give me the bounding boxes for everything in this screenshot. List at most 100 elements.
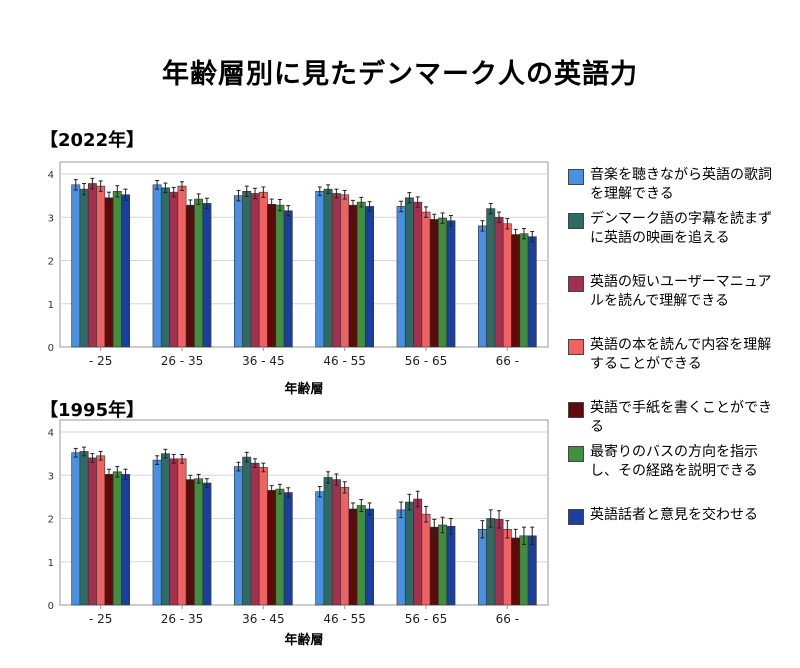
bar (527, 236, 537, 348)
bar (348, 508, 358, 606)
bar (486, 208, 496, 348)
legend-swatch (568, 169, 584, 185)
bar (258, 467, 268, 606)
plot-frame (59, 419, 549, 606)
bar (177, 458, 187, 606)
bar (527, 535, 537, 606)
bar (202, 203, 212, 348)
x-tick-label: 66 - (496, 354, 519, 368)
y-tick-label: 0 (48, 343, 54, 354)
bar (494, 519, 504, 606)
bar (152, 184, 162, 348)
bar (185, 479, 195, 606)
bar (486, 518, 496, 606)
x-tick-label: 56 - 65 (405, 612, 448, 626)
plot-frame (59, 161, 549, 348)
bar (185, 204, 195, 348)
x-tick-label: 26 - 35 (161, 612, 204, 626)
legend-item: 最寄りのバスの方向を指示し、その経路を説明できる (568, 443, 796, 481)
bar (511, 234, 521, 348)
bar (152, 459, 162, 606)
x-axis-label: 年齢層 (284, 632, 323, 648)
bar (404, 197, 414, 348)
bar (438, 217, 448, 348)
legend-swatch (568, 446, 584, 462)
bar (250, 193, 260, 348)
bar (160, 453, 170, 606)
x-tick-label: 36 - 45 (242, 612, 285, 626)
bar (413, 201, 423, 348)
bar (323, 188, 333, 348)
x-tick-label: 46 - 55 (323, 354, 366, 368)
bar (446, 525, 456, 606)
bar (104, 197, 114, 348)
bar (429, 526, 439, 606)
legend-label: 英語の本を読んで内容を理解することができる (590, 337, 772, 372)
bar (421, 513, 431, 606)
y-tick-label: 4 (48, 428, 54, 439)
bar (194, 198, 204, 348)
bar (71, 452, 81, 606)
bar (356, 505, 366, 606)
legend-item: 英語の本を読んで内容を理解することができる (568, 336, 796, 374)
y-tick-label: 4 (48, 170, 54, 181)
bar (242, 191, 252, 348)
bar (315, 191, 325, 348)
legend-item: デンマーク語の字幕を読まずに英語の映画を追える (568, 210, 796, 248)
bar (396, 206, 406, 348)
legend-swatch (568, 339, 584, 355)
bar (421, 211, 431, 348)
y-tick-label: 1 (48, 558, 54, 569)
panel-title-2022: 【2022年】 (40, 130, 145, 151)
bar (121, 194, 131, 348)
bar (233, 466, 243, 606)
chart-panel-1: 0 1 2 3 4 - 25 26 - 35 36 - 45 46 - 55 56 - 65 66 … (48, 419, 549, 648)
chart-panel-0: 0 1 2 3 4 - 25 26 - 35 36 - 45 46 - 55 56 - 65 66 … (48, 161, 549, 397)
bar (396, 509, 406, 606)
y-tick-label: 3 (48, 471, 54, 482)
legend-label: 英語話者と意見を交わせる (590, 507, 758, 523)
bar (242, 456, 252, 606)
bar (177, 185, 187, 348)
bar (477, 225, 487, 348)
legend-swatch (568, 509, 584, 525)
x-tick-label: 46 - 55 (323, 612, 366, 626)
legend-item: 英語で手紙を書くことができる (568, 399, 796, 437)
legend-label: 英語で手紙を書くことができる (590, 400, 772, 435)
x-tick-label: 36 - 45 (242, 354, 285, 368)
legend-item: 英語の短いユーザーマニュアルを読んで理解できる (568, 273, 796, 311)
bar (404, 501, 414, 606)
bar (194, 478, 204, 606)
bar (356, 201, 366, 348)
x-tick-label: - 25 (89, 354, 112, 368)
legend-label: 音楽を聴きながら英語の歌詞を理解できる (590, 167, 772, 202)
chart-title: 年齢層別に見たデンマーク人の英語力 (162, 59, 638, 90)
y-tick-label: 2 (48, 515, 54, 526)
bar (283, 492, 293, 606)
bar (365, 206, 375, 348)
bar (340, 194, 350, 348)
bar (267, 490, 277, 606)
bar (323, 477, 333, 606)
bar (250, 462, 260, 606)
bar (315, 491, 325, 606)
y-tick-label: 3 (48, 213, 54, 224)
bar (169, 191, 179, 348)
x-tick-label: 56 - 65 (405, 354, 448, 368)
legend-swatch (568, 213, 584, 229)
bar (331, 479, 341, 606)
bar (446, 220, 456, 348)
legend-swatch (568, 276, 584, 292)
bar (121, 474, 131, 606)
bar (429, 219, 439, 348)
bar (267, 203, 277, 348)
bar (96, 455, 106, 606)
bar (96, 185, 106, 348)
x-tick-label: 26 - 35 (161, 354, 204, 368)
bar (87, 457, 97, 606)
y-tick-label: 1 (48, 300, 54, 311)
bar (275, 204, 285, 348)
bar (413, 498, 423, 606)
bar (502, 529, 512, 606)
